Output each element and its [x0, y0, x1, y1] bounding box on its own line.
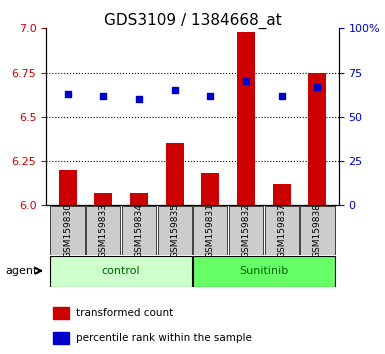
- Text: Sunitinib: Sunitinib: [239, 266, 288, 276]
- Bar: [237, 32, 255, 205]
- Point: [65, 91, 71, 97]
- FancyBboxPatch shape: [50, 206, 85, 255]
- FancyBboxPatch shape: [157, 206, 192, 255]
- Point: [172, 87, 178, 93]
- Text: GSM159835: GSM159835: [170, 202, 179, 258]
- FancyBboxPatch shape: [300, 206, 335, 255]
- FancyBboxPatch shape: [193, 256, 335, 287]
- Text: GSM159831: GSM159831: [206, 202, 215, 258]
- Point: [279, 93, 285, 98]
- FancyBboxPatch shape: [122, 206, 156, 255]
- Bar: [166, 143, 184, 205]
- Bar: [94, 193, 112, 205]
- FancyBboxPatch shape: [264, 206, 299, 255]
- Bar: [53, 332, 69, 344]
- Text: GSM159830: GSM159830: [63, 202, 72, 258]
- Point: [207, 93, 213, 98]
- Point: [314, 84, 320, 90]
- Text: percentile rank within the sample: percentile rank within the sample: [75, 333, 251, 343]
- Bar: [273, 184, 291, 205]
- FancyBboxPatch shape: [50, 256, 192, 287]
- Bar: [130, 193, 148, 205]
- Bar: [59, 170, 77, 205]
- Text: GSM159833: GSM159833: [99, 202, 108, 258]
- Point: [136, 96, 142, 102]
- Text: agent: agent: [5, 266, 37, 276]
- Text: GSM159838: GSM159838: [313, 202, 322, 258]
- Text: transformed count: transformed count: [75, 308, 173, 318]
- Point: [100, 93, 106, 98]
- Bar: [308, 73, 326, 205]
- Bar: [201, 173, 219, 205]
- FancyBboxPatch shape: [193, 206, 228, 255]
- FancyBboxPatch shape: [86, 206, 121, 255]
- Text: GSM159834: GSM159834: [134, 202, 144, 258]
- FancyBboxPatch shape: [229, 206, 263, 255]
- Text: GSM159832: GSM159832: [241, 202, 251, 258]
- Text: GSM159837: GSM159837: [277, 202, 286, 258]
- Text: GDS3109 / 1384668_at: GDS3109 / 1384668_at: [104, 12, 281, 29]
- Bar: [53, 307, 69, 319]
- Point: [243, 79, 249, 84]
- Text: control: control: [102, 266, 141, 276]
